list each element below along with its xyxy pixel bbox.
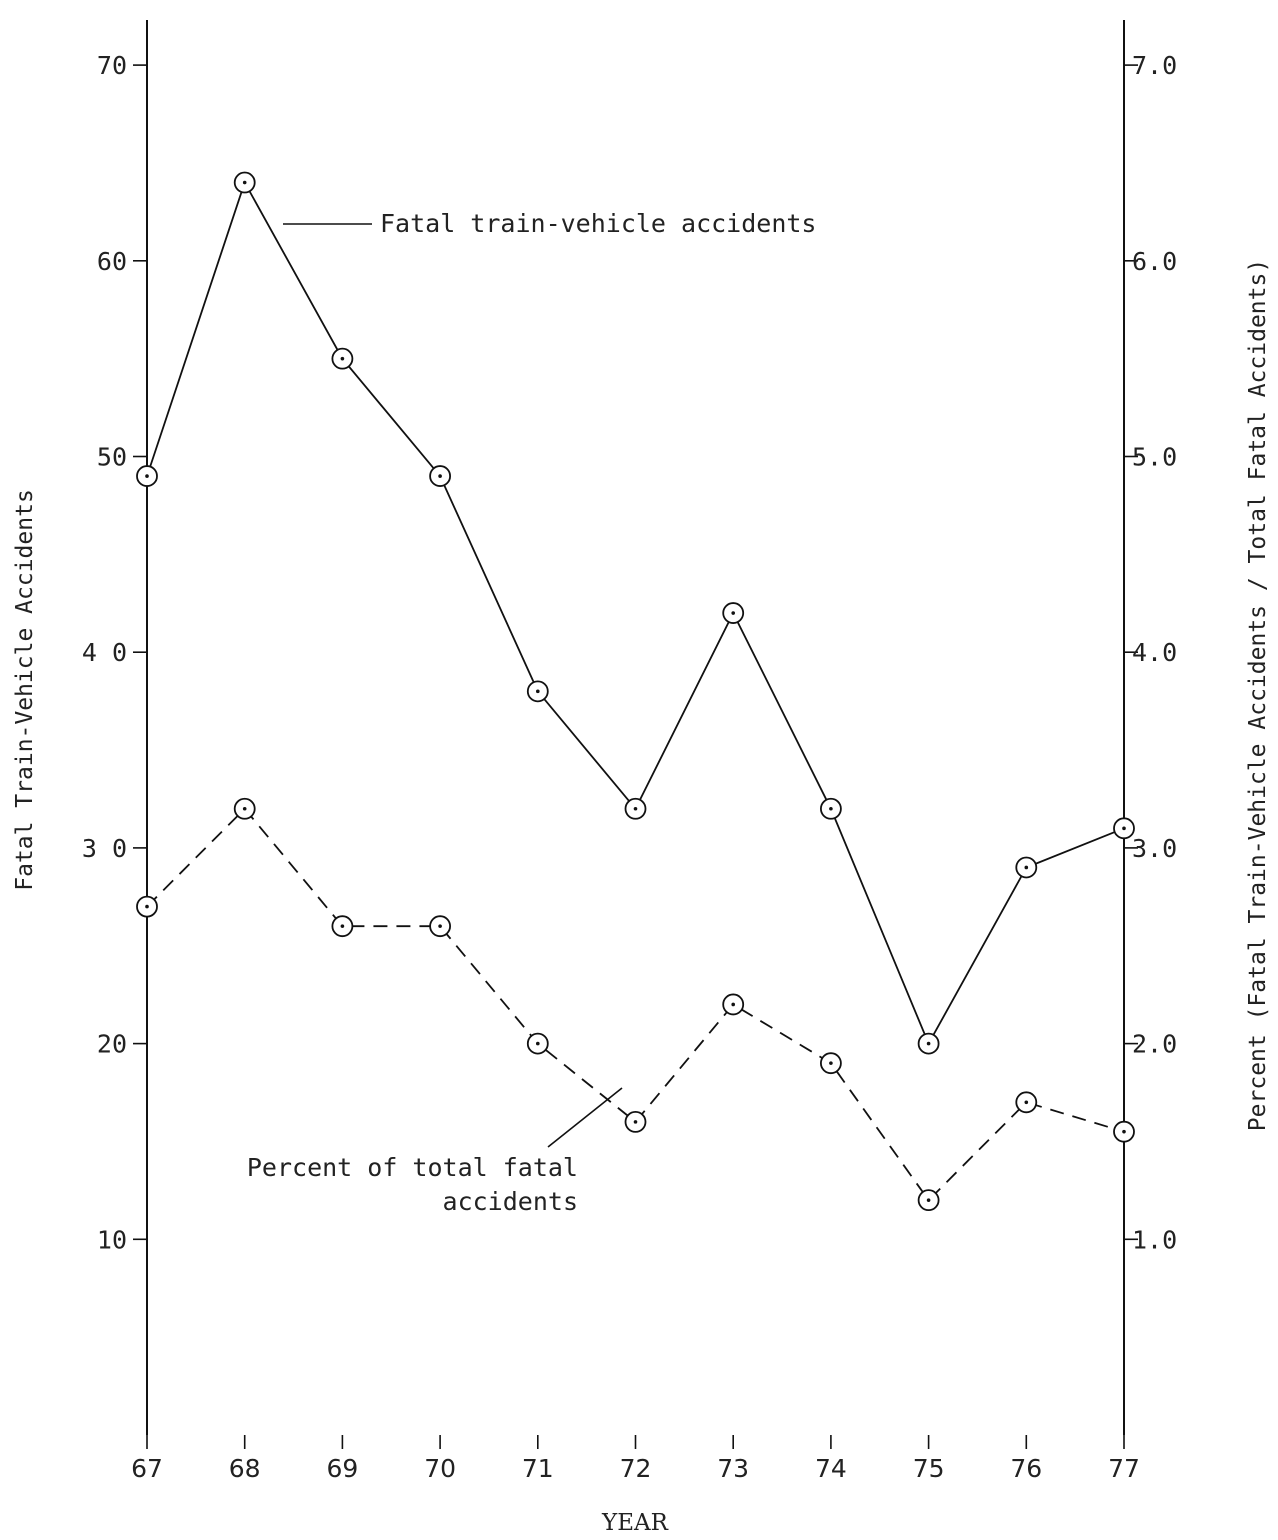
annotation-leader-dashed [547, 1087, 623, 1148]
data-point-center [1024, 865, 1029, 870]
series-layer [136, 171, 1135, 1212]
x-tick-label: 71 [522, 1454, 554, 1483]
annotation-fatal-accidents: Fatal train-vehicle accidents [283, 209, 817, 238]
x-tick-label: 67 [131, 1454, 163, 1483]
y2-tick-label: 2.0 [1132, 1030, 1177, 1059]
data-point-center [242, 180, 247, 185]
y-tick-label: 3 0 [82, 834, 127, 863]
x-tick-label: 70 [424, 1454, 456, 1483]
x-tick-label: 74 [815, 1454, 847, 1483]
right-y-ticks: 1.0 2.0 3.0 4.0 5.0 6.0 7.0 [1124, 51, 1177, 1254]
data-point-center [438, 474, 442, 478]
y2-tick-label: 7.0 [1132, 51, 1177, 80]
x-tick-label: 75 [913, 1454, 945, 1483]
data-point-center [926, 1041, 931, 1046]
series-1 [136, 797, 1135, 1212]
y2-tick-label: 3.0 [1132, 834, 1177, 863]
x-tick-label: 73 [717, 1454, 749, 1483]
y2-tick-label: 1.0 [1132, 1225, 1177, 1254]
data-point-center [731, 1002, 735, 1007]
annotation-dashed-line-2: accidents [443, 1187, 578, 1216]
y-tick-label: 60 [97, 247, 127, 276]
data-point-center [536, 689, 540, 694]
annotation-dashed-line-1: Percent of total fatal [247, 1153, 578, 1182]
y-tick-label: 10 [97, 1225, 127, 1254]
data-point-center [340, 924, 345, 928]
y-tick-label: 20 [97, 1030, 127, 1059]
data-point-center [438, 924, 442, 928]
annotation-solid-label: Fatal train-vehicle accidents [380, 209, 817, 238]
x-ticks: 67 68 69 70 71 72 73 74 75 76 77 [131, 1435, 1140, 1483]
data-point-center [1122, 826, 1126, 831]
data-point-center [1122, 1129, 1126, 1134]
data-point-center [340, 356, 345, 361]
y2-tick-label: 6.0 [1132, 247, 1177, 276]
data-point-center [926, 1198, 931, 1202]
x-axis-title: YEAR [601, 1510, 669, 1536]
y-tick-label: 50 [97, 443, 127, 472]
series-line-percent [146, 807, 1125, 1202]
data-point-center [536, 1041, 540, 1046]
x-tick-label: 72 [620, 1454, 652, 1483]
axes [146, 20, 1125, 1435]
y-tick-label: 70 [97, 51, 127, 80]
data-point-center [731, 611, 735, 615]
data-point-center [145, 904, 149, 909]
x-tick-label: 77 [1108, 1454, 1140, 1483]
data-point-center [242, 806, 247, 811]
data-point-center [633, 806, 638, 811]
x-tick-label: 69 [326, 1454, 358, 1483]
y-tick-label: 4 0 [82, 638, 127, 667]
series-0 [136, 171, 1135, 1055]
annotation-percent: Percent of total fatal accidents [247, 1087, 623, 1216]
data-point-center [1024, 1100, 1029, 1105]
x-tick-label: 68 [229, 1454, 261, 1483]
series-line-fatal-accidents [146, 180, 1125, 1046]
x-tick-label: 76 [1010, 1454, 1042, 1483]
y2-tick-label: 5.0 [1132, 443, 1177, 472]
data-point-center [145, 474, 149, 478]
y2-tick-label: 4.0 [1132, 638, 1177, 667]
data-point-center [829, 806, 833, 811]
y2-axis-title: Percent (Fatal Train-Vehicle Accidents /… [1245, 259, 1271, 1131]
data-point-center [829, 1061, 833, 1065]
y-axis-title: Fatal Train-Vehicle Accidents [12, 489, 38, 891]
data-point-center [633, 1120, 638, 1124]
left-y-ticks: 10 20 3 0 4 0 50 60 70 [82, 51, 147, 1254]
